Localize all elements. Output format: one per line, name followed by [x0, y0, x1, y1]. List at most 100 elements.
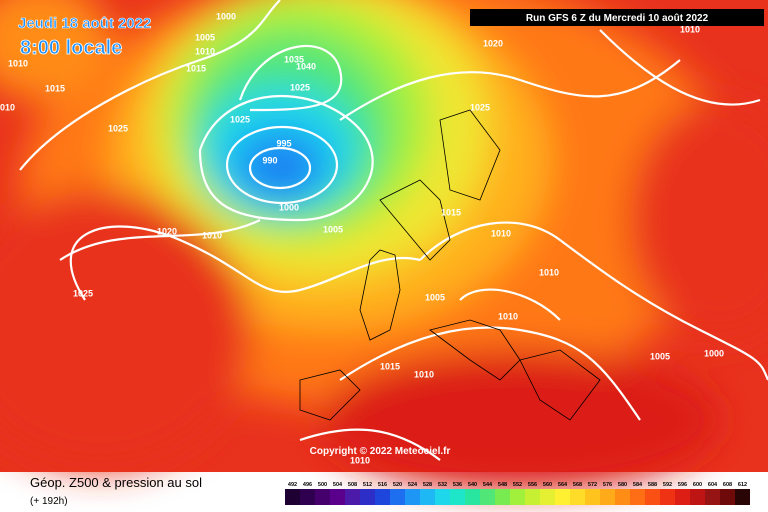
isobar-label: 1025	[290, 82, 310, 92]
scale-label: 580	[618, 482, 627, 488]
scale-label: 524	[408, 482, 418, 488]
scale-swatch	[555, 489, 570, 505]
scale-label: 560	[543, 482, 552, 488]
isobar-label: 1010	[498, 311, 518, 321]
scale-swatch	[675, 489, 690, 505]
scale-swatch	[360, 489, 375, 505]
local-time: 8:00 locale	[20, 37, 122, 59]
isobar-label: 1020	[157, 226, 177, 236]
isobar-label: 995	[276, 138, 291, 148]
isobars	[19, 0, 768, 461]
isobar-label: 1000	[704, 348, 724, 358]
scale-swatch	[480, 489, 495, 505]
scale-label: 508	[348, 482, 357, 488]
isobar-label: 1025	[73, 288, 93, 298]
isobar-label: 1035	[284, 54, 304, 64]
color-scale: 492 496 500 504 508 512 516 520 524 528 532 536 540 5…	[285, 482, 750, 505]
scale-swatch	[495, 489, 510, 505]
scale-swatch	[420, 489, 435, 505]
scale-label: 544	[483, 482, 493, 488]
scale-label: 532	[438, 482, 447, 488]
scale-label: 584	[633, 482, 643, 488]
scale-swatch	[705, 489, 720, 505]
isobar-label: 1010	[0, 102, 15, 112]
scale-label: 556	[528, 482, 537, 488]
scale-swatch	[375, 489, 390, 505]
scale-label: 516	[378, 482, 387, 488]
scale-label: 492	[288, 482, 297, 488]
scale-label: 576	[603, 482, 612, 488]
scale-swatch	[450, 489, 465, 505]
map: 1000 1005 1010 1015 1010 1015 1010 1025 10351040…	[0, 0, 768, 490]
run-box	[470, 9, 764, 26]
scale-label: 564	[558, 482, 568, 488]
scale-label: 552	[513, 482, 522, 488]
isobar-label: 1010	[202, 230, 222, 240]
scale-swatch	[660, 489, 675, 505]
scale-label: 548	[498, 482, 507, 488]
scale-label: 604	[708, 482, 718, 488]
isobar-label: 1000	[216, 11, 236, 21]
scale-swatch	[735, 489, 750, 505]
geopotential-field	[0, 0, 768, 490]
isobar-label: 1010	[491, 228, 511, 238]
scale-swatch	[720, 489, 735, 505]
scale-label: 612	[738, 482, 747, 488]
run-info: Run GFS 6 Z du Mercredi 10 août 2022	[526, 13, 709, 24]
isobar-label: 1015	[380, 361, 400, 371]
scale-label: 520	[393, 482, 402, 488]
scale-swatch	[465, 489, 480, 505]
isobar-label: 1005	[425, 292, 445, 302]
scale-swatch	[390, 489, 405, 505]
scale-label: 572	[588, 482, 597, 488]
copyright: Copyright © 2022 Meteociel.fr	[310, 446, 451, 457]
isobar-label: 1005	[650, 351, 670, 361]
scale-label: 536	[453, 482, 462, 488]
scale-swatch	[345, 489, 360, 505]
isobar-label: 1015	[186, 63, 206, 73]
scale-label: 568	[573, 482, 582, 488]
scale-swatch	[585, 489, 600, 505]
scale-swatch	[630, 489, 645, 505]
scale-swatch	[315, 489, 330, 505]
footer-lead: (+ 192h)	[30, 496, 68, 507]
isobar-label: 1010	[8, 58, 28, 68]
scale-label: 608	[723, 482, 732, 488]
scale-swatch	[525, 489, 540, 505]
valid-date: Jeudi 18 août 2022	[18, 15, 151, 32]
isobar-label: 1000	[279, 202, 299, 212]
scale-label: 588	[648, 482, 657, 488]
isobar-label: 1025	[108, 123, 128, 133]
scale-swatch	[645, 489, 660, 505]
scale-swatch	[570, 489, 585, 505]
isobar-label: 1005	[323, 224, 343, 234]
isobar-label: 1010	[195, 46, 215, 56]
scale-label: 500	[318, 482, 327, 488]
scale-swatch	[405, 489, 420, 505]
scale-swatch	[600, 489, 615, 505]
isobar-labels: 1000 1005 1010 1015 1010 1015 1010 1025 10351040…	[0, 11, 724, 465]
isobar-label: 1005	[195, 32, 215, 42]
scale-label: 540	[468, 482, 477, 488]
isobar-label: 1010	[350, 455, 370, 465]
isobar-label: 1025	[470, 102, 490, 112]
scale-swatch	[330, 489, 345, 505]
scale-label: 496	[303, 482, 312, 488]
scale-swatch	[285, 489, 300, 505]
scale-swatch	[690, 489, 705, 505]
scale-swatch	[615, 489, 630, 505]
isobar-label: 1025	[230, 114, 250, 124]
scale-swatch	[300, 489, 315, 505]
scale-swatch	[435, 489, 450, 505]
footer-title: Géop. Z500 & pression au sol	[30, 475, 202, 490]
scale-label: 528	[423, 482, 432, 488]
isobar-label: 1015	[441, 207, 461, 217]
isobar-label: 990	[262, 155, 277, 165]
isobar-label: 1020	[483, 38, 503, 48]
isobar-label: 1010	[539, 267, 559, 277]
scale-label: 596	[678, 482, 687, 488]
scale-swatch	[510, 489, 525, 505]
scale-label: 600	[693, 482, 702, 488]
scale-label: 504	[333, 482, 343, 488]
